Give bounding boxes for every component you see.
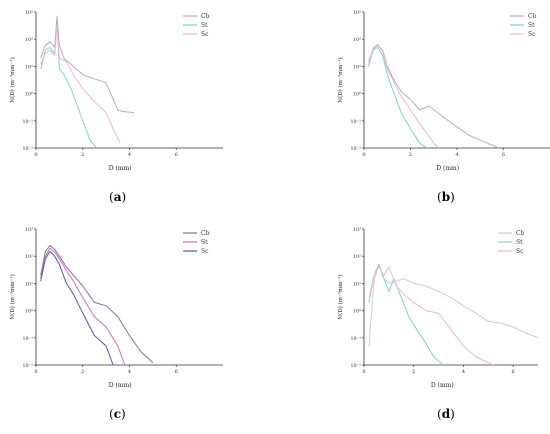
legend-label-st: St [201, 239, 208, 246]
legend-label-st: St [516, 239, 523, 246]
y-tick-label: 10³ [25, 10, 33, 16]
y-tick-label: 10¹ [25, 64, 33, 70]
x-tick-label: 6 [512, 369, 515, 375]
series-line-st [368, 46, 428, 149]
y-tick-label: 10³ [353, 227, 361, 233]
y-tick-label: 10² [353, 254, 361, 260]
y-tick-label: 10⁰ [25, 309, 33, 315]
x-axis-label: D (mm) [431, 382, 454, 389]
panel-c: 10⁻² 10⁻¹ 10⁰ 10¹ 10² 10³ 0 2 4 6 D (mm) N(D) (m⁻³m… [9, 227, 223, 389]
series-line-sc [368, 266, 494, 366]
x-tick-label: 4 [128, 369, 131, 375]
y-tick-label: 10¹ [353, 281, 361, 287]
series-line-st [40, 22, 98, 149]
y-tick-label: 10⁻¹ [22, 336, 33, 342]
series-line-cb [40, 15, 135, 114]
series-line-st [40, 247, 126, 366]
panel-b: 10⁻² 10⁻¹ 10⁰ 10¹ 10² 10³ 0 2 4 6 D (mm) N(D) (m⁻³m… [337, 10, 550, 172]
legend-label-cb: Cb [528, 13, 537, 20]
y-tick-label: 10⁻² [22, 363, 33, 369]
x-tick-label: 0 [34, 369, 37, 375]
series-line-cb [40, 244, 154, 364]
y-tick-label: 10⁻² [22, 146, 33, 152]
legend-label-sc: Sc [201, 31, 209, 38]
panel-d: 10⁻² 10⁻¹ 10⁰ 10¹ 10² 10³ 0 2 4 6 D (mm) N(D) (m⁻³m… [337, 227, 539, 389]
series-line-cb [368, 44, 500, 149]
y-tick-label: 10⁻² [350, 363, 361, 369]
x-tick-label: 6 [175, 369, 178, 375]
y-tick-label: 10² [25, 37, 33, 43]
y-tick-label: 10³ [25, 227, 33, 233]
y-tick-label: 10¹ [25, 281, 33, 287]
x-tick-label: 2 [81, 369, 84, 375]
y-tick-label: 10¹ [353, 64, 361, 70]
legend-label-st: St [528, 22, 535, 29]
y-tick-label: 10² [353, 37, 361, 43]
x-tick-label: 4 [455, 152, 458, 158]
panel-a: 10⁻² 10⁻¹ 10⁰ 10¹ 10² 10³ 0 2 4 6 D (mm) N(D) (m⁻³m… [9, 10, 223, 172]
x-tick-label: 6 [502, 152, 505, 158]
y-axis-label: N(D) (m⁻³mm⁻¹) [9, 274, 16, 319]
x-tick-label: 0 [362, 369, 365, 375]
y-tick-label: 10⁰ [25, 92, 33, 98]
panel-label-a: (a) [109, 190, 127, 204]
x-tick-label: 6 [175, 152, 178, 158]
x-tick-label: 4 [128, 152, 131, 158]
legend-label-cb: Cb [201, 230, 210, 237]
y-axis-label: N(D) (m⁻³mm⁻¹) [9, 57, 16, 102]
x-tick-label: 0 [362, 152, 365, 158]
y-axis-label: N(D) (m⁻³mm⁻¹) [337, 57, 344, 102]
legend-label-sc: Sc [201, 248, 209, 255]
series-line-sc [368, 43, 439, 149]
x-axis-label: D (mm) [436, 165, 459, 172]
y-tick-label: 10³ [353, 10, 361, 16]
panel-label-c: (c) [109, 407, 126, 421]
y-tick-label: 10⁰ [353, 92, 361, 98]
series-line-cb [368, 263, 539, 347]
x-tick-label: 2 [412, 369, 415, 375]
legend-label-cb: Cb [516, 230, 525, 237]
y-tick-label: 10² [25, 254, 33, 260]
series-line-sc [40, 25, 121, 144]
y-tick-label: 10⁰ [353, 309, 361, 315]
series-line-sc [40, 250, 114, 366]
y-axis-label: N(D) (m⁻³mm⁻¹) [337, 274, 344, 319]
legend-label-sc: Sc [516, 248, 524, 255]
legend-label-cb: Cb [201, 13, 210, 20]
x-axis-label: D (mm) [109, 165, 132, 172]
y-tick-label: 10⁻¹ [350, 336, 361, 342]
x-tick-label: 2 [81, 152, 84, 158]
x-tick-label: 0 [34, 152, 37, 158]
legend-label-st: St [201, 22, 208, 29]
legend-label-sc: Sc [528, 31, 536, 38]
y-tick-label: 10⁻¹ [350, 119, 361, 125]
x-tick-label: 2 [409, 152, 412, 158]
y-tick-label: 10⁻² [350, 146, 361, 152]
panel-label-d: (d) [437, 407, 455, 421]
y-tick-label: 10⁻¹ [22, 119, 33, 125]
panel-label-b: (b) [437, 190, 455, 204]
x-tick-label: 4 [462, 369, 465, 375]
x-axis-label: D (mm) [109, 382, 132, 389]
